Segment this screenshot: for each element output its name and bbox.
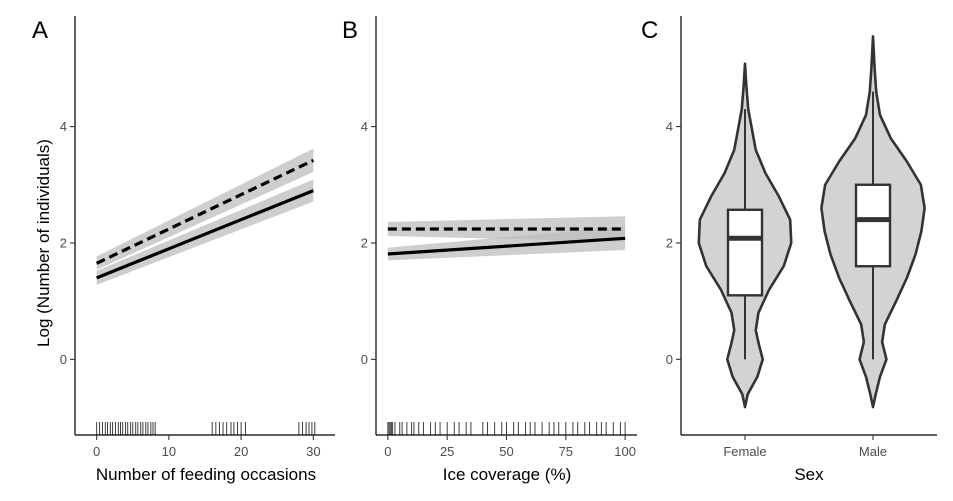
panel-a-trend-line-solid	[96, 189, 314, 280]
panel-a-x-tick-label: 20	[234, 444, 248, 459]
panel-b-trend-lines	[387, 227, 626, 256]
panel-b-x-tick-label: 25	[440, 444, 454, 459]
panel-a-y-tick-label: 4	[60, 119, 67, 134]
panel-a-rug	[96, 422, 316, 435]
panel-c-y-ticks: 0 2 4	[666, 119, 681, 367]
panel-c-letter: C	[641, 17, 658, 44]
panel-c-x-tick-label: Male	[859, 444, 887, 459]
panel-c-y-tick-label: 0	[666, 352, 673, 367]
panel-b-ci-band-solid	[387, 226, 626, 261]
panel-b-y-tick-label: 4	[361, 119, 368, 134]
panel-b-letter: B	[342, 17, 358, 44]
panel-b-x-ticks: 0 25 50 75 100	[384, 435, 636, 459]
panel-a-ci-band-dashed	[96, 148, 314, 270]
y-axis-title: Log (Number of individuals)	[34, 139, 53, 347]
panel-b-x-axis-title: Ice coverage (%)	[443, 465, 572, 484]
panel-a-y-ticks: 0 2 4	[60, 119, 75, 367]
panel-a-y-tick-label: 2	[60, 235, 67, 250]
panel-c-x-axis-title: Sex	[794, 465, 824, 484]
panel-b-rug	[387, 422, 626, 435]
panel-b-y-tick-label: 2	[361, 235, 368, 250]
panel-c-x-ticks: Female Male	[723, 435, 887, 459]
panel-a-trend-lines	[95, 158, 315, 280]
panel-b-x-tick-label: 50	[499, 444, 513, 459]
panel-b-trend-line-solid	[387, 236, 626, 256]
panel-a-confidence-bands	[96, 148, 314, 285]
panel-a-y-tick-label: 0	[60, 352, 67, 367]
panel-c: C 0 2 4 Female Male Sex	[641, 16, 937, 484]
panel-a-x-tick-label: 0	[93, 444, 100, 459]
panel-b-x-tick-label: 75	[559, 444, 573, 459]
panel-a-x-tick-label: 10	[162, 444, 176, 459]
panel-c-y-tick-label: 2	[666, 235, 673, 250]
box-male	[854, 183, 892, 268]
panel-a-x-ticks: 0 10 20 30	[93, 435, 321, 459]
panel-b-y-ticks: 0 2 4	[361, 119, 376, 367]
panel-b-confidence-bands	[387, 216, 626, 261]
panel-a-x-axis-title: Number of feeding occasions	[96, 465, 316, 484]
panel-c-x-tick-label: Female	[723, 444, 766, 459]
panel-a: A 0 2 4 0 10 20 30 Number of feeding occasion…	[32, 16, 335, 484]
box-female	[726, 208, 764, 297]
panel-a-ci-band-solid	[96, 179, 314, 285]
panel-b-y-tick-label: 0	[361, 352, 368, 367]
panel-b-x-tick-label: 0	[384, 444, 391, 459]
panel-b-x-tick-label: 100	[614, 444, 636, 459]
panel-a-trend-line-dashed	[95, 158, 315, 265]
panel-b: B 0 2 4 0 25 50 75 100 Ice coverage (%)	[342, 16, 637, 484]
panel-a-letter: A	[32, 17, 48, 44]
panel-c-y-tick-label: 4	[666, 119, 673, 134]
panel-a-x-tick-label: 30	[306, 444, 320, 459]
panel-c-boxplots	[726, 91, 892, 360]
